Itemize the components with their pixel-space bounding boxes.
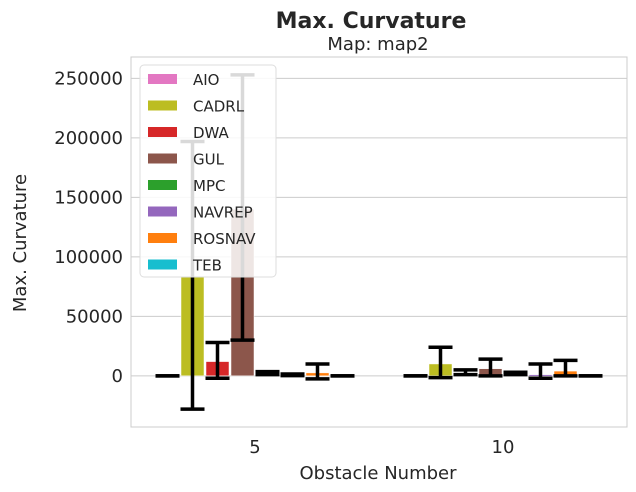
legend-swatch-teb (148, 259, 177, 270)
y-tick-label: 100000 (54, 247, 123, 268)
y-tick-label: 150000 (54, 187, 123, 208)
x-axis-label: Obstacle Number (299, 463, 457, 484)
y-tick-label: 0 (112, 366, 123, 387)
legend-swatch-dwa (148, 127, 177, 137)
plot-frame (130, 56, 628, 428)
legend-swatch-navrep (148, 206, 177, 217)
x-tick-label: 10 (492, 437, 515, 458)
legend-swatch-aio (148, 74, 177, 84)
legend-label-mpc: MPC (193, 177, 225, 195)
legend-label-rosnav: ROSNAV (193, 230, 256, 248)
legend-label-dwa: DWA (193, 124, 230, 142)
legend-box (139, 64, 277, 278)
y-axis-label: Max. Curvature (10, 174, 31, 312)
legend-label-aio: AIO (193, 71, 220, 89)
legend-swatch-gul (148, 153, 177, 164)
legend-label-teb: TEB (192, 257, 222, 275)
y-tick-label: 50000 (66, 306, 123, 327)
y-tick-label: 200000 (54, 128, 123, 149)
legend-label-gul: GUL (193, 151, 225, 169)
legend-label-cadrl: CADRL (193, 98, 245, 116)
y-tick-label: 250000 (54, 68, 123, 89)
legend-swatch-mpc (148, 180, 177, 190)
legend-swatch-cadrl (148, 100, 177, 111)
legend-label-navrep: NAVREP (193, 204, 253, 222)
x-tick-label: 5 (249, 437, 260, 458)
chart-title: Max. Curvature (276, 9, 467, 34)
plot-area: 0 50000 100000 150000 200000 250000 5 10 AIO CADR… (54, 56, 628, 458)
chart-subtitle: Map: map2 (327, 34, 428, 55)
legend-swatch-rosnav (148, 233, 177, 243)
